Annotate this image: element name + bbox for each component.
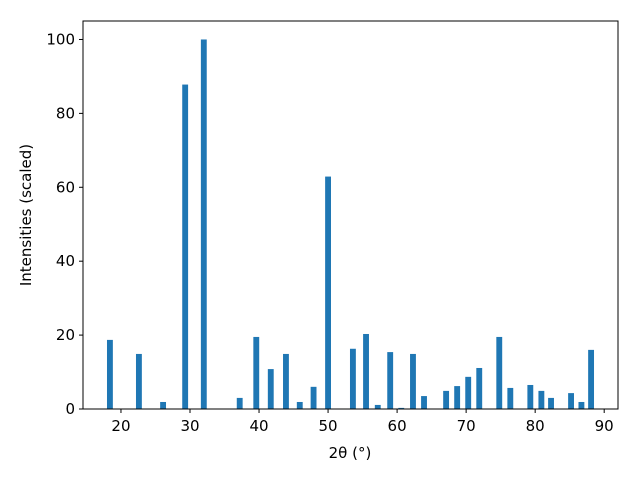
bar xyxy=(325,176,331,409)
bar xyxy=(106,339,113,409)
bar xyxy=(160,401,167,409)
x-tick-label: 50 xyxy=(319,417,338,435)
bar xyxy=(253,336,260,409)
bar xyxy=(538,390,545,409)
bar xyxy=(568,393,574,409)
x-tick-label: 90 xyxy=(595,417,614,435)
plot-frame xyxy=(82,20,619,410)
bar xyxy=(200,39,207,409)
bar xyxy=(421,396,427,409)
x-tick-label: 40 xyxy=(249,417,268,435)
bar xyxy=(588,349,595,409)
x-axis-label: 2θ (°) xyxy=(329,444,372,462)
y-tick-label: 0 xyxy=(65,400,75,418)
x-tick-label: 30 xyxy=(180,417,199,435)
bar xyxy=(310,386,317,409)
y-tick-label: 20 xyxy=(56,326,75,344)
bar xyxy=(496,336,503,409)
bar xyxy=(548,397,554,409)
x-tick-label: 20 xyxy=(111,417,130,435)
y-tick-label: 80 xyxy=(56,104,75,122)
bar xyxy=(296,401,303,409)
x-tick-label: 60 xyxy=(388,417,407,435)
bar xyxy=(454,386,461,409)
bar xyxy=(465,376,472,409)
bar xyxy=(374,404,381,409)
bar xyxy=(443,390,450,409)
bar xyxy=(398,407,405,409)
y-tick-label: 60 xyxy=(56,178,75,196)
bar xyxy=(267,369,274,409)
bar xyxy=(387,352,394,409)
y-axis-label: Intensities (scaled) xyxy=(17,144,35,286)
bar xyxy=(363,333,369,409)
bar xyxy=(527,384,534,409)
y-tick-label: 100 xyxy=(46,30,75,48)
x-tick-label: 70 xyxy=(457,417,476,435)
bar xyxy=(236,397,243,409)
bar xyxy=(283,353,289,409)
bar xyxy=(135,353,142,409)
bar xyxy=(349,348,356,409)
bar xyxy=(476,367,483,409)
y-tick-label: 40 xyxy=(56,252,75,270)
bar xyxy=(507,387,514,409)
bar xyxy=(578,401,585,409)
bar xyxy=(182,84,189,409)
x-tick-label: 80 xyxy=(526,417,545,435)
bar xyxy=(410,353,416,409)
